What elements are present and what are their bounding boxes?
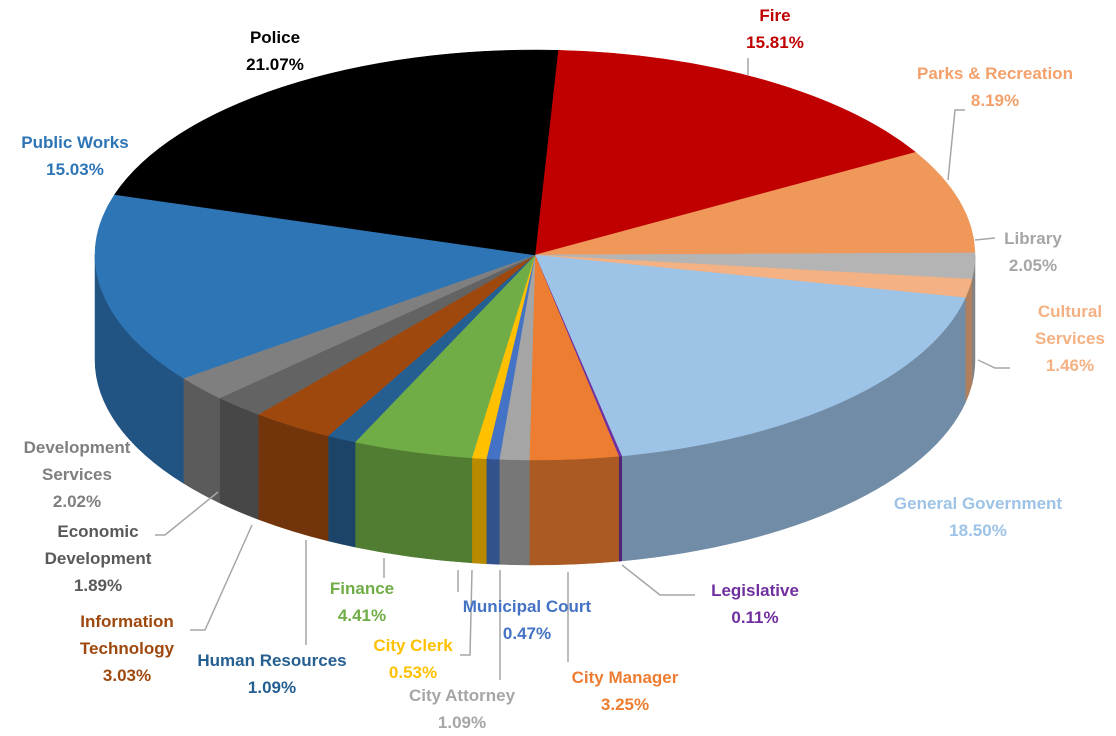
category-name: Municipal Court bbox=[462, 597, 592, 616]
value-label: 3.25% bbox=[600, 695, 650, 714]
pie-side bbox=[499, 459, 530, 566]
category-name: Parks & Recreation bbox=[917, 64, 1073, 83]
pie-side bbox=[327, 435, 356, 548]
value-label: 18.50% bbox=[949, 521, 1007, 540]
category-name: Economic Development bbox=[44, 522, 152, 568]
value-label: 0.47% bbox=[502, 624, 552, 643]
pie-sides bbox=[94, 254, 976, 566]
pie-side bbox=[486, 458, 500, 565]
value-label: 15.81% bbox=[746, 33, 804, 52]
leader-line bbox=[974, 237, 996, 241]
leader-line bbox=[947, 109, 965, 181]
value-label: 3.03% bbox=[102, 666, 152, 685]
pie-slice bbox=[534, 50, 917, 256]
value-label: 1.89% bbox=[73, 576, 123, 595]
data-label: Human Resources 1.09% bbox=[177, 647, 367, 701]
data-label: General Government 18.50% bbox=[863, 490, 1093, 544]
category-name: Cultural Services bbox=[1035, 302, 1105, 348]
pie-side bbox=[965, 279, 973, 403]
leader-line bbox=[460, 569, 473, 656]
value-label: 0.11% bbox=[731, 608, 779, 627]
data-label: Parks & Recreation 8.19% bbox=[890, 60, 1100, 114]
pie-side bbox=[471, 457, 487, 565]
category-name: Fire bbox=[759, 6, 791, 25]
data-label: City Clerk 0.53% bbox=[358, 632, 468, 686]
data-label: Information Technology 3.03% bbox=[62, 608, 192, 689]
leader-lines bbox=[155, 58, 1010, 680]
pie-side bbox=[529, 455, 619, 566]
value-label: 4.41% bbox=[337, 606, 387, 625]
leader-line bbox=[155, 491, 219, 536]
data-label: Economic Development 1.89% bbox=[33, 518, 163, 599]
data-label: Finance 4.41% bbox=[312, 575, 412, 629]
category-name: Police bbox=[249, 28, 301, 47]
data-label: Development Services 2.02% bbox=[2, 434, 152, 515]
leader-line bbox=[977, 359, 1010, 369]
data-label: Police 21.07% bbox=[215, 24, 335, 78]
pie-top bbox=[94, 49, 976, 461]
category-name: City Clerk bbox=[373, 636, 453, 655]
data-label: Fire 15.81% bbox=[715, 2, 835, 56]
value-label: 1.09% bbox=[247, 678, 297, 697]
leader-line bbox=[621, 564, 695, 596]
pie-slice bbox=[94, 194, 536, 379]
pie-side bbox=[183, 377, 220, 504]
data-label: Legislative 0.11% bbox=[695, 577, 815, 631]
data-label: Library 2.05% bbox=[988, 225, 1078, 279]
data-label: City Attorney 1.09% bbox=[387, 682, 537, 736]
data-label: Public Works 15.03% bbox=[0, 129, 150, 183]
value-label: 0.53% bbox=[388, 663, 438, 682]
pie-side bbox=[219, 397, 259, 520]
value-label: 8.19% bbox=[970, 91, 1020, 110]
category-name: Development Services bbox=[23, 438, 131, 484]
pie-slice bbox=[534, 254, 966, 457]
category-name: Library bbox=[1004, 229, 1062, 248]
category-name: Information Technology bbox=[79, 612, 175, 658]
value-label: 2.05% bbox=[1008, 256, 1058, 275]
value-label: 15.03% bbox=[46, 160, 104, 179]
pie-slice bbox=[114, 49, 559, 256]
pie-side bbox=[618, 455, 622, 562]
value-label: 21.07% bbox=[246, 55, 304, 74]
category-name: Human Resources bbox=[197, 651, 347, 670]
value-label: 1.09% bbox=[437, 713, 487, 732]
pie-slice bbox=[534, 151, 976, 256]
category-name: Legislative bbox=[711, 581, 799, 600]
value-label: 2.02% bbox=[52, 492, 102, 511]
data-label: City Manager 3.25% bbox=[550, 664, 700, 718]
data-label: Cultural Services 1.46% bbox=[1025, 298, 1115, 379]
pie-side bbox=[354, 441, 473, 564]
category-name: Finance bbox=[329, 579, 395, 598]
category-name: General Government bbox=[893, 494, 1063, 513]
leader-line bbox=[190, 524, 253, 631]
category-name: City Manager bbox=[571, 668, 679, 687]
category-name: Public Works bbox=[21, 133, 129, 152]
value-label: 1.46% bbox=[1045, 356, 1095, 375]
category-name: City Attorney bbox=[408, 686, 516, 705]
data-label: Municipal Court 0.47% bbox=[442, 593, 612, 647]
